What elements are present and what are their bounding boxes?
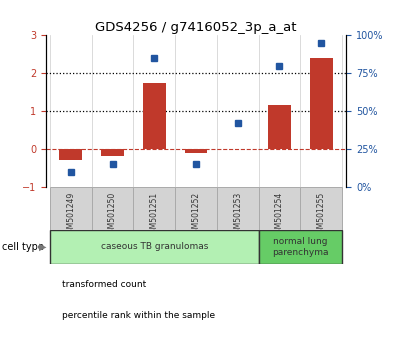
Bar xyxy=(217,187,259,230)
Bar xyxy=(185,149,207,153)
Bar xyxy=(92,187,133,230)
Text: GSM501251: GSM501251 xyxy=(150,192,159,238)
Text: normal lung
parenchyma: normal lung parenchyma xyxy=(272,237,329,257)
Text: GSM501252: GSM501252 xyxy=(191,192,201,238)
Text: percentile rank within the sample: percentile rank within the sample xyxy=(62,310,215,320)
Bar xyxy=(259,230,342,264)
Bar xyxy=(143,83,166,149)
Text: caseous TB granulomas: caseous TB granulomas xyxy=(101,242,208,251)
Bar xyxy=(59,149,82,160)
Text: GSM501249: GSM501249 xyxy=(66,192,75,238)
Title: GDS4256 / g7416052_3p_a_at: GDS4256 / g7416052_3p_a_at xyxy=(95,21,297,34)
Bar xyxy=(259,187,300,230)
Bar xyxy=(50,230,259,264)
Bar xyxy=(175,187,217,230)
Text: cell type: cell type xyxy=(2,242,44,252)
Text: GSM501253: GSM501253 xyxy=(233,192,242,238)
Text: ▶: ▶ xyxy=(39,242,47,252)
Bar xyxy=(101,149,124,156)
Bar xyxy=(310,58,333,149)
Text: GSM501250: GSM501250 xyxy=(108,192,117,238)
Bar xyxy=(50,187,92,230)
Bar xyxy=(133,187,175,230)
Bar xyxy=(268,105,291,149)
Bar xyxy=(300,187,342,230)
Text: GSM501255: GSM501255 xyxy=(317,192,326,238)
Text: transformed count: transformed count xyxy=(62,280,146,290)
Text: GSM501254: GSM501254 xyxy=(275,192,284,238)
